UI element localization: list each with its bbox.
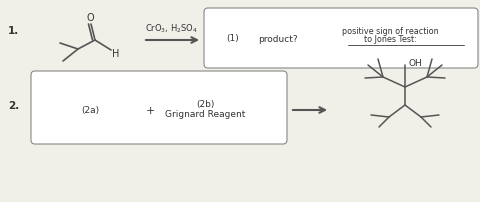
Text: to Jones Test:: to Jones Test: [364,35,416,44]
FancyBboxPatch shape [204,9,478,69]
Text: (2a): (2a) [81,106,99,115]
Text: O: O [86,13,94,23]
Text: 2.: 2. [8,101,19,110]
Text: (2b): (2b) [196,100,214,109]
Text: (1): (1) [226,34,239,43]
Text: OH: OH [408,59,422,68]
Text: H: H [112,49,120,59]
Text: product?: product? [258,34,298,43]
FancyBboxPatch shape [31,72,287,144]
Text: CrO$_3$, H$_2$SO$_4$: CrO$_3$, H$_2$SO$_4$ [145,22,199,35]
Text: Grignard Reagent: Grignard Reagent [165,110,245,119]
Text: 1.: 1. [8,26,19,36]
Text: positive sign of reaction: positive sign of reaction [342,26,438,35]
Text: +: + [145,105,155,115]
